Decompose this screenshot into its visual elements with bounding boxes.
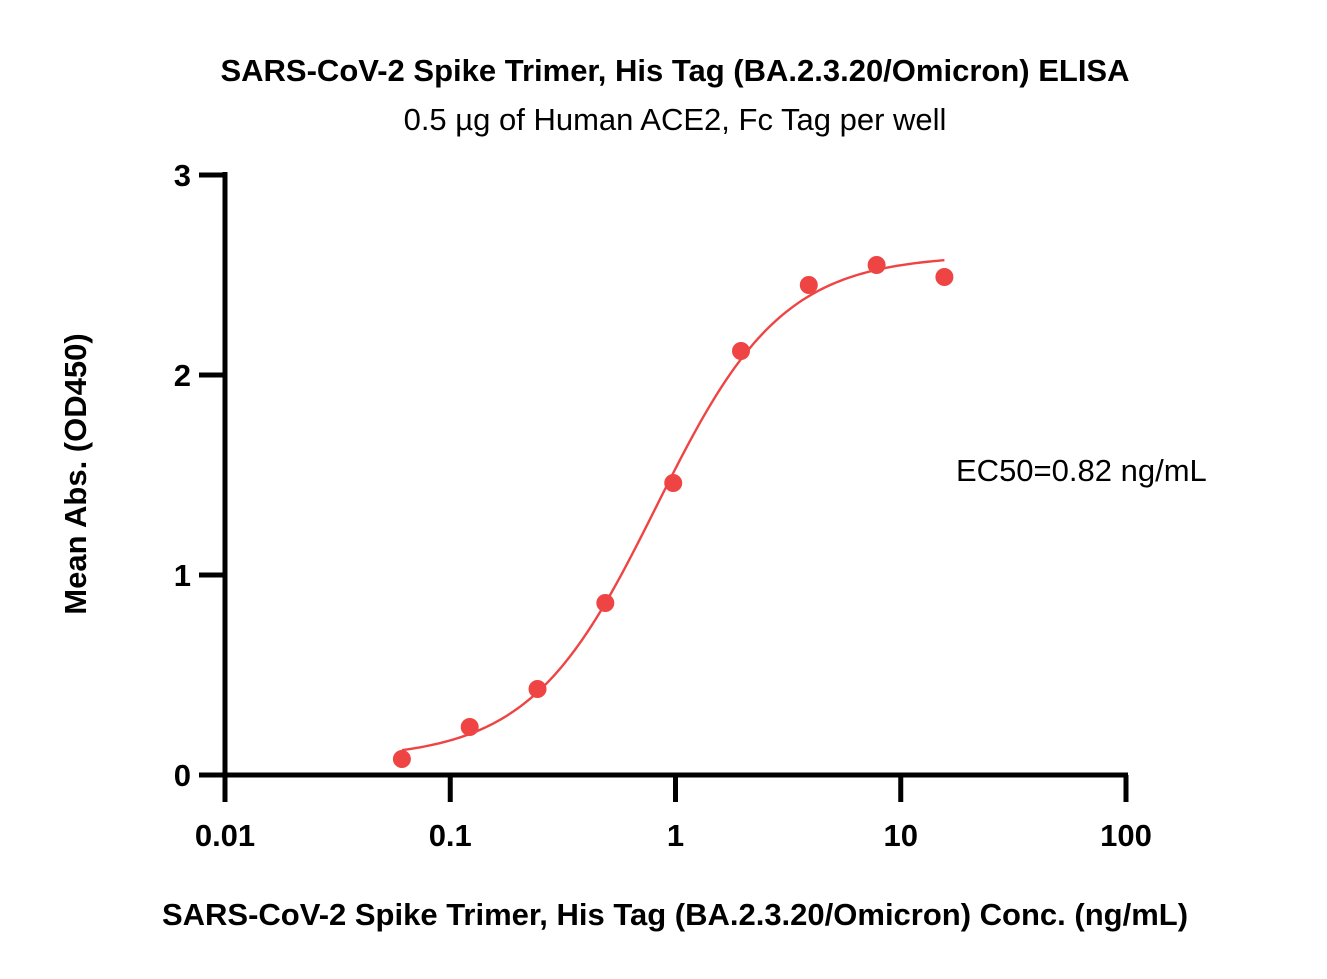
x-tick-label: 10 bbox=[884, 818, 918, 853]
data-point bbox=[799, 276, 818, 294]
fit-curve bbox=[401, 258, 945, 752]
x-tick-label: 100 bbox=[1100, 818, 1152, 853]
x-tick-label: 1 bbox=[667, 818, 684, 853]
data-point bbox=[867, 256, 886, 274]
data-point bbox=[664, 474, 683, 492]
data-point bbox=[731, 342, 750, 360]
y-axis-label: Mean Abs. (OD450) bbox=[58, 333, 93, 614]
ec50-annotation: EC50=0.82 ng/mL bbox=[956, 453, 1207, 488]
x-axis-label: SARS-CoV-2 Spike Trimer, His Tag (BA.2.3… bbox=[162, 897, 1188, 932]
data-point bbox=[392, 750, 411, 768]
data-points bbox=[392, 256, 954, 768]
y-tick-label: 2 bbox=[174, 358, 191, 393]
chart-title: SARS-CoV-2 Spike Trimer, His Tag (BA.2.3… bbox=[220, 53, 1129, 88]
y-tick-label: 1 bbox=[174, 558, 191, 593]
y-ticks: 0 1 2 3 bbox=[174, 158, 225, 793]
data-point bbox=[935, 268, 954, 286]
chart-subtitle: 0.5 µg of Human ACE2, Fc Tag per well bbox=[404, 102, 947, 137]
y-tick-label: 0 bbox=[174, 758, 191, 793]
y-tick-label: 3 bbox=[174, 158, 191, 193]
x-ticks: 0.01 0.1 1 10 100 bbox=[195, 775, 1152, 853]
x-tick-label: 0.01 bbox=[195, 818, 255, 853]
data-point bbox=[528, 680, 547, 698]
x-tick-label: 0.1 bbox=[429, 818, 472, 853]
data-point bbox=[596, 594, 615, 612]
data-point bbox=[460, 718, 479, 736]
